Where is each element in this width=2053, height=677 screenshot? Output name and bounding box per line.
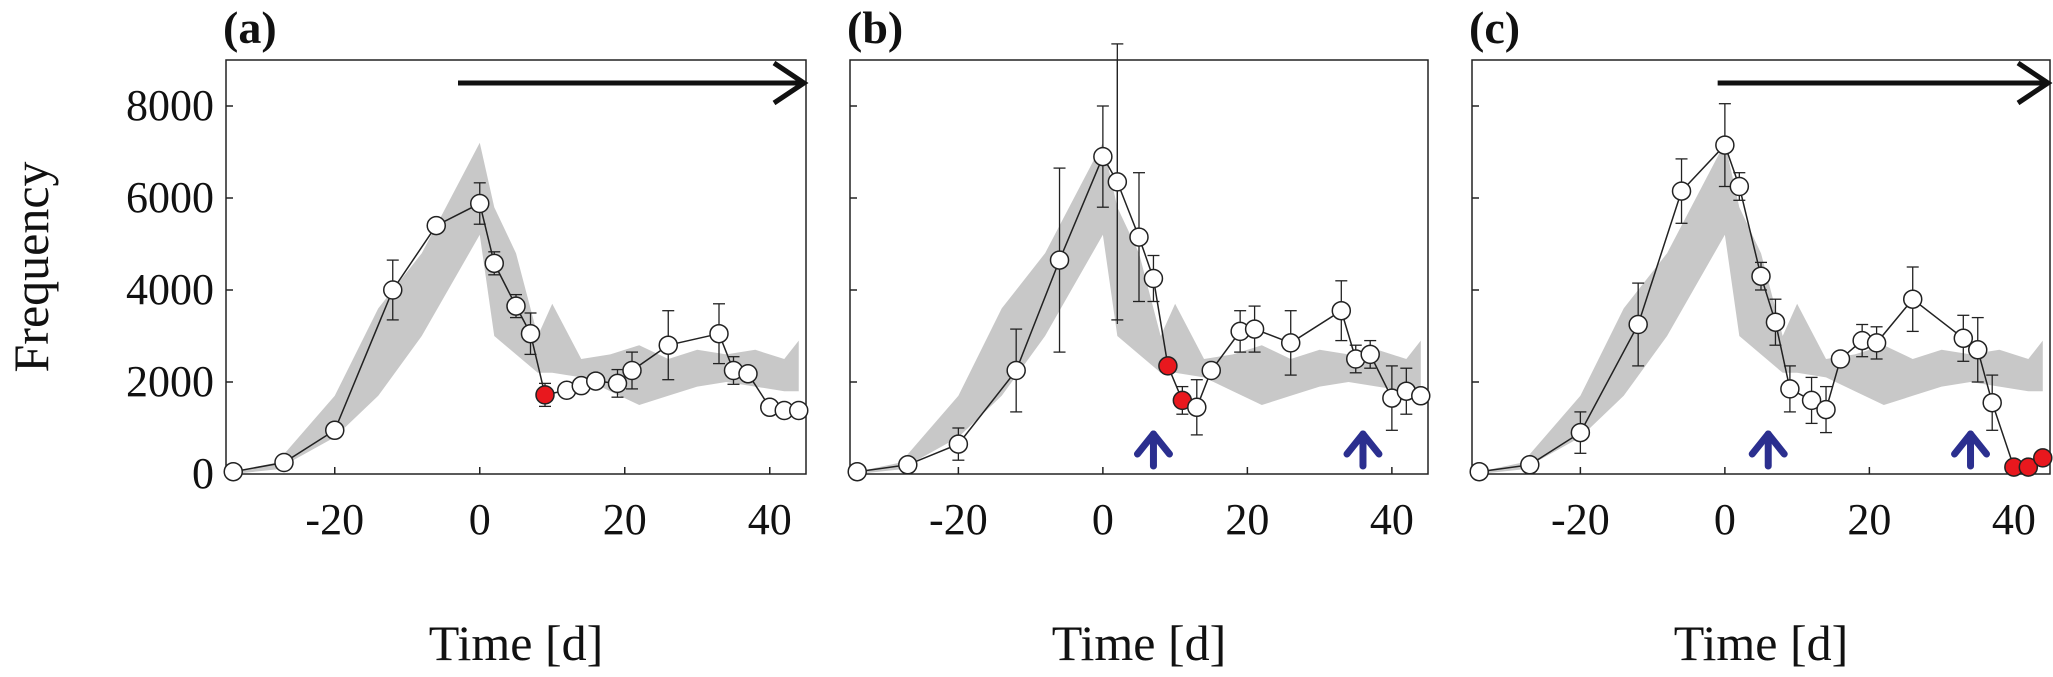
data-point bbox=[1520, 455, 1540, 475]
data-point bbox=[1280, 333, 1301, 353]
data-point bbox=[847, 461, 867, 482]
x-tick-label: 20 bbox=[603, 495, 647, 544]
y-tick-label: 2000 bbox=[126, 357, 214, 406]
data-point bbox=[1331, 300, 1352, 321]
confidence-band bbox=[857, 142, 1421, 475]
data-point bbox=[426, 215, 446, 236]
data-point bbox=[1780, 379, 1800, 399]
x-tick-label: 0 bbox=[1092, 495, 1114, 544]
panel-a: 0 2000 4000 6000 8000 -20 0 20 40 (a) Time [d] Freq… bbox=[3, 2, 809, 671]
data-point bbox=[658, 335, 678, 355]
data-point bbox=[1866, 333, 1887, 353]
x-tick-label: -20 bbox=[305, 495, 364, 544]
data-point-red bbox=[1158, 356, 1178, 376]
data-point bbox=[1107, 172, 1128, 192]
data-point bbox=[1715, 135, 1735, 155]
data-point bbox=[586, 371, 606, 391]
data-point bbox=[1201, 360, 1221, 381]
data-point bbox=[325, 420, 345, 441]
data-point bbox=[274, 452, 294, 473]
data-point bbox=[709, 323, 729, 344]
data-point bbox=[1968, 340, 1988, 360]
data-point bbox=[1816, 399, 1836, 420]
data-point bbox=[622, 360, 642, 381]
x-tick-label: 20 bbox=[1847, 495, 1891, 544]
data-point bbox=[1751, 266, 1771, 286]
x-tick-label: -20 bbox=[1551, 495, 1610, 544]
data-point bbox=[1469, 461, 1489, 482]
panel-b: -20 0 20 40 (b) Time [d] bbox=[847, 2, 1431, 671]
data-point bbox=[1360, 344, 1380, 365]
data-point bbox=[1628, 314, 1648, 335]
data-point bbox=[898, 455, 918, 475]
x-axis-label: Time [d] bbox=[1674, 615, 1849, 671]
panel-label: (b) bbox=[847, 2, 903, 53]
plot-frame bbox=[849, 59, 1429, 475]
data-point bbox=[1411, 386, 1431, 406]
x-axis-label: Time [d] bbox=[1052, 615, 1227, 671]
y-tick-label: 8000 bbox=[126, 81, 214, 130]
data-point bbox=[1765, 312, 1786, 332]
data-point-red bbox=[535, 385, 555, 405]
y-axis-label: Frequency bbox=[3, 161, 59, 372]
y-tick-label: 4000 bbox=[126, 265, 214, 314]
panel-label: (a) bbox=[223, 2, 277, 53]
panel-c: -20 0 20 40 (c) Time [d] bbox=[1469, 2, 2053, 671]
data-point bbox=[1143, 268, 1164, 289]
data-point bbox=[383, 280, 403, 300]
panel-label: (c) bbox=[1469, 2, 1520, 53]
y-tick-label: 6000 bbox=[126, 173, 214, 222]
time-arrow-head bbox=[2016, 60, 2053, 106]
data-point bbox=[1093, 146, 1113, 167]
data-point bbox=[1671, 181, 1692, 201]
data-point bbox=[1982, 392, 2002, 413]
plot-frame bbox=[1471, 59, 2051, 475]
data-point bbox=[484, 253, 504, 274]
data-point bbox=[1006, 360, 1026, 381]
x-tick-label: 0 bbox=[1714, 495, 1736, 544]
data-point bbox=[506, 296, 526, 316]
data-point bbox=[948, 434, 969, 454]
data-point bbox=[1830, 349, 1851, 369]
data-point bbox=[1729, 176, 1750, 197]
data-point bbox=[607, 373, 628, 394]
data-point bbox=[470, 193, 490, 214]
data-point bbox=[1049, 250, 1070, 270]
data-point-red bbox=[2018, 457, 2039, 477]
x-axis-label: Time [d] bbox=[429, 615, 604, 671]
data-point bbox=[738, 363, 758, 384]
x-tick-label: 40 bbox=[748, 495, 792, 544]
data-point bbox=[1953, 328, 1974, 349]
y-tick-label: 0 bbox=[192, 449, 214, 498]
data-point bbox=[1187, 397, 1207, 418]
data-point bbox=[1244, 319, 1265, 339]
plot-frame bbox=[225, 59, 807, 475]
data-point-red bbox=[2033, 448, 2053, 468]
time-arrow-head bbox=[772, 60, 809, 106]
x-tick-label: 20 bbox=[1225, 495, 1269, 544]
data-point bbox=[1902, 289, 1923, 309]
data-point bbox=[223, 461, 243, 482]
x-tick-label: 40 bbox=[1992, 495, 2036, 544]
data-point bbox=[789, 400, 809, 421]
data-point bbox=[1570, 422, 1591, 443]
x-tick-label: 0 bbox=[469, 495, 491, 544]
x-tick-label: -20 bbox=[929, 495, 988, 544]
data-point bbox=[520, 323, 541, 344]
x-tick-label: 40 bbox=[1370, 495, 1414, 544]
data-point bbox=[1129, 227, 1149, 247]
data-point bbox=[1801, 390, 1822, 411]
confidence-band bbox=[1479, 142, 2043, 475]
